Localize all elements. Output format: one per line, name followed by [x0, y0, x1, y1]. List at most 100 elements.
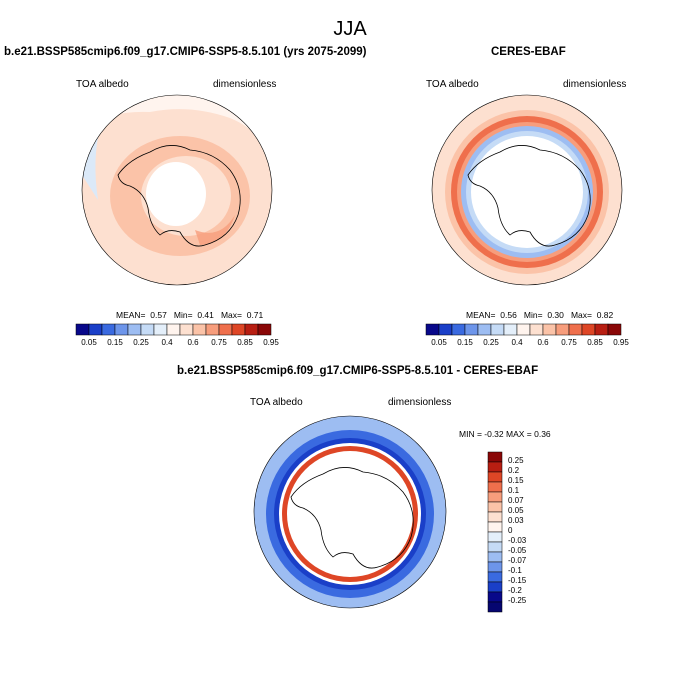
right-colorbar-label: 0.4	[511, 338, 523, 347]
diff-colorbar-label: 0.2	[508, 466, 520, 475]
left-mean-label: MEAN=	[116, 310, 146, 320]
diff-colorbar-label: 0.05	[508, 506, 524, 515]
diff-colorbar-swatch	[487, 591, 503, 603]
right-colorbar-swatch	[594, 323, 609, 336]
left-colorbar-swatch	[257, 323, 272, 336]
right-colorbar-swatch	[581, 323, 596, 336]
diff-antarctica-coastline	[290, 467, 414, 569]
diff-colorbar-label: -0.05	[508, 546, 527, 555]
left-colorbar-label: 0.85	[237, 338, 253, 347]
diff-colorbar-swatch	[487, 471, 503, 483]
diff-panel-title: b.e21.BSSP585cmip6.f09_g17.CMIP6-SSP5-8.…	[177, 365, 539, 377]
diff-variable-label: TOA albedo	[250, 397, 303, 408]
right-colorbar	[425, 323, 622, 336]
left-colorbar-swatch	[218, 323, 233, 336]
right-colorbar-label: 0.25	[483, 338, 499, 347]
right-colorbar-label: 0.15	[457, 338, 473, 347]
diff-colorbar-label: -0.2	[508, 586, 522, 595]
left-variable-label: TOA albedo	[76, 79, 129, 90]
diff-colorbar-label: -0.03	[508, 536, 527, 545]
right-colorbar-swatch	[568, 323, 583, 336]
left-colorbar-swatch	[244, 323, 259, 336]
diff-colorbar	[487, 451, 503, 613]
right-colorbar-swatch	[503, 323, 518, 336]
left-polar-map	[81, 94, 273, 286]
right-colorbar-swatch	[438, 323, 453, 336]
right-colorbar-label: 0.6	[537, 338, 549, 347]
right-colorbar-swatch	[477, 323, 492, 336]
diff-colorbar-swatch	[487, 481, 503, 493]
right-colorbar-swatch	[555, 323, 570, 336]
diff-colorbar-label: -0.1	[508, 566, 522, 575]
diff-colorbar-label: 0.15	[508, 476, 524, 485]
right-colorbar-label: 0.95	[613, 338, 629, 347]
left-colorbar-swatch	[127, 323, 142, 336]
left-max-value: 0.71	[246, 310, 264, 320]
right-mean-label: MEAN=	[466, 310, 496, 320]
left-colorbar-swatch	[179, 323, 194, 336]
diff-colorbar-swatch	[487, 601, 503, 613]
diff-colorbar-swatch	[487, 531, 503, 543]
diff-colorbar-swatch	[487, 461, 503, 473]
diff-colorbar-label: 0.1	[508, 486, 520, 495]
diff-colorbar-swatch	[487, 551, 503, 563]
right-max-value: 0.82	[596, 310, 614, 320]
left-colorbar-swatch	[88, 323, 103, 336]
right-max-label: Max=	[570, 310, 592, 320]
right-stats: MEAN= 0.56 Min= 0.30 Max= 0.82	[466, 310, 613, 320]
left-colorbar-label: 0.05	[81, 338, 97, 347]
diff-minmax: MIN = -0.32 MAX = 0.36	[459, 429, 551, 439]
right-min-value: 0.30	[547, 310, 564, 320]
right-colorbar-label: 0.05	[431, 338, 447, 347]
diff-polar-map	[253, 415, 447, 609]
diff-colorbar-label: 0.03	[508, 516, 524, 525]
left-colorbar-label: 0.95	[263, 338, 279, 347]
diff-colorbar-swatch	[487, 561, 503, 573]
left-min-value: 0.41	[197, 310, 214, 320]
diff-units-label: dimensionless	[388, 397, 452, 408]
diff-colorbar-label: 0.25	[508, 456, 524, 465]
diff-colorbar-label: 0.07	[508, 496, 524, 505]
diff-colorbar-swatch	[487, 491, 503, 503]
right-units-label: dimensionless	[563, 79, 627, 90]
left-colorbar-swatch	[205, 323, 220, 336]
right-panel-title: CERES-EBAF	[491, 46, 566, 58]
right-colorbar-label: 0.75	[561, 338, 577, 347]
left-colorbar-label: 0.15	[107, 338, 123, 347]
diff-colorbar-label: 0	[508, 526, 513, 535]
left-colorbar-label: 0.25	[133, 338, 149, 347]
left-panel-title: b.e21.BSSP585cmip6.f09_g17.CMIP6-SSP5-8.…	[4, 46, 367, 58]
left-colorbar-swatch	[75, 323, 90, 336]
diff-colorbar-swatch	[487, 451, 503, 463]
right-colorbar-swatch	[529, 323, 544, 336]
right-min-label: Min=	[523, 310, 543, 320]
right-polar-map	[431, 94, 623, 286]
left-max-label: Max=	[220, 310, 242, 320]
left-colorbar-label: 0.6	[187, 338, 199, 347]
right-colorbar-swatch	[464, 323, 479, 336]
diff-colorbar-swatch	[487, 571, 503, 583]
left-antarctica-coastline	[117, 145, 241, 247]
diff-colorbar-label: -0.15	[508, 576, 527, 585]
left-colorbar-swatch	[166, 323, 181, 336]
right-colorbar-swatch	[490, 323, 505, 336]
right-colorbar-swatch	[516, 323, 531, 336]
left-colorbar-swatch	[192, 323, 207, 336]
left-min-label: Min=	[173, 310, 193, 320]
left-units-label: dimensionless	[213, 79, 277, 90]
left-colorbar-swatch	[231, 323, 246, 336]
diff-colorbar-label: -0.07	[508, 556, 527, 565]
left-colorbar	[75, 323, 272, 336]
diff-colorbar-swatch	[487, 511, 503, 523]
left-mean-value: 0.57	[150, 310, 167, 320]
right-colorbar-label: 0.85	[587, 338, 603, 347]
left-colorbar-swatch	[114, 323, 129, 336]
figure-title: JJA	[333, 18, 367, 40]
left-colorbar-label: 0.75	[211, 338, 227, 347]
diff-colorbar-swatch	[487, 581, 503, 593]
left-stats: MEAN= 0.57 Min= 0.41 Max= 0.71	[116, 310, 263, 320]
right-colorbar-swatch	[542, 323, 557, 336]
right-mean-value: 0.56	[500, 310, 517, 320]
right-colorbar-swatch	[425, 323, 440, 336]
